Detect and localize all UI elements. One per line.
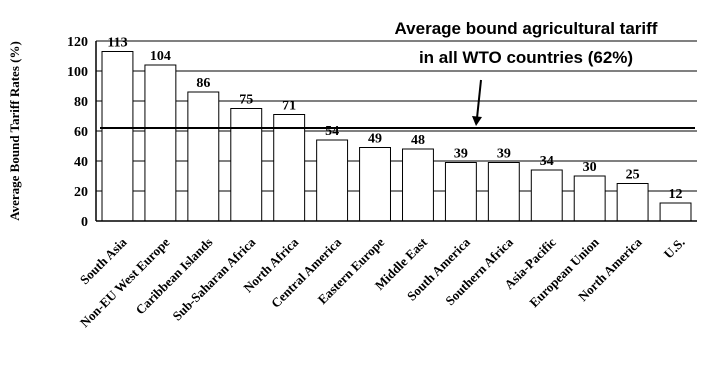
bar	[659, 202, 692, 222]
bar	[444, 162, 477, 222]
data-labels: 113 104 86 75 71 54 49 48 39 39 34 30 25 12	[107, 36, 682, 203]
axes	[95, 41, 697, 222]
bar	[359, 147, 391, 222]
bar	[230, 108, 263, 222]
data-label: 75	[239, 93, 253, 108]
y-tick-label: 120	[67, 35, 88, 50]
y-tick-label: 40	[74, 155, 88, 170]
data-label: 25	[626, 168, 640, 183]
data-label: 48	[411, 133, 425, 148]
y-tick-label: 80	[74, 95, 88, 110]
data-label: 39	[497, 147, 511, 162]
y-axis-title: Average Bound Tariff Rates (%)	[7, 41, 22, 221]
y-tick-label: 0	[81, 215, 88, 230]
y-tick-label: 60	[74, 125, 88, 140]
x-tick-label: U.S.	[661, 235, 688, 262]
bar	[316, 139, 349, 222]
reference-annotation-line-1: Average bound agricultural tariff	[395, 19, 658, 38]
bar	[530, 169, 563, 222]
bar	[616, 183, 649, 222]
x-tick-label: Caribbean Islands	[133, 235, 216, 318]
reference-arrow	[476, 79, 482, 119]
data-label: 12	[669, 187, 683, 202]
data-label: 54	[325, 124, 339, 139]
data-label: 113	[107, 36, 127, 51]
bar	[101, 51, 134, 222]
bar	[187, 91, 220, 222]
y-tick-labels: 0 20 40 60 80 100 120	[67, 35, 88, 230]
y-tick-label: 20	[74, 185, 88, 200]
bars	[101, 51, 692, 222]
bar	[573, 175, 606, 222]
data-label: 71	[282, 99, 296, 114]
reference-annotation-line-2: in all WTO countries (62%)	[419, 48, 633, 67]
bar	[273, 114, 306, 222]
data-label: 39	[454, 147, 468, 162]
data-label: 30	[583, 160, 597, 175]
reference-arrow-head	[472, 116, 482, 126]
bar	[402, 148, 434, 222]
bar	[487, 162, 520, 222]
y-tick-label: 100	[67, 65, 88, 80]
bar	[144, 64, 177, 222]
data-label: 86	[196, 76, 210, 91]
data-label: 49	[368, 132, 382, 147]
data-label: 34	[540, 154, 554, 169]
data-label: 104	[150, 49, 171, 64]
